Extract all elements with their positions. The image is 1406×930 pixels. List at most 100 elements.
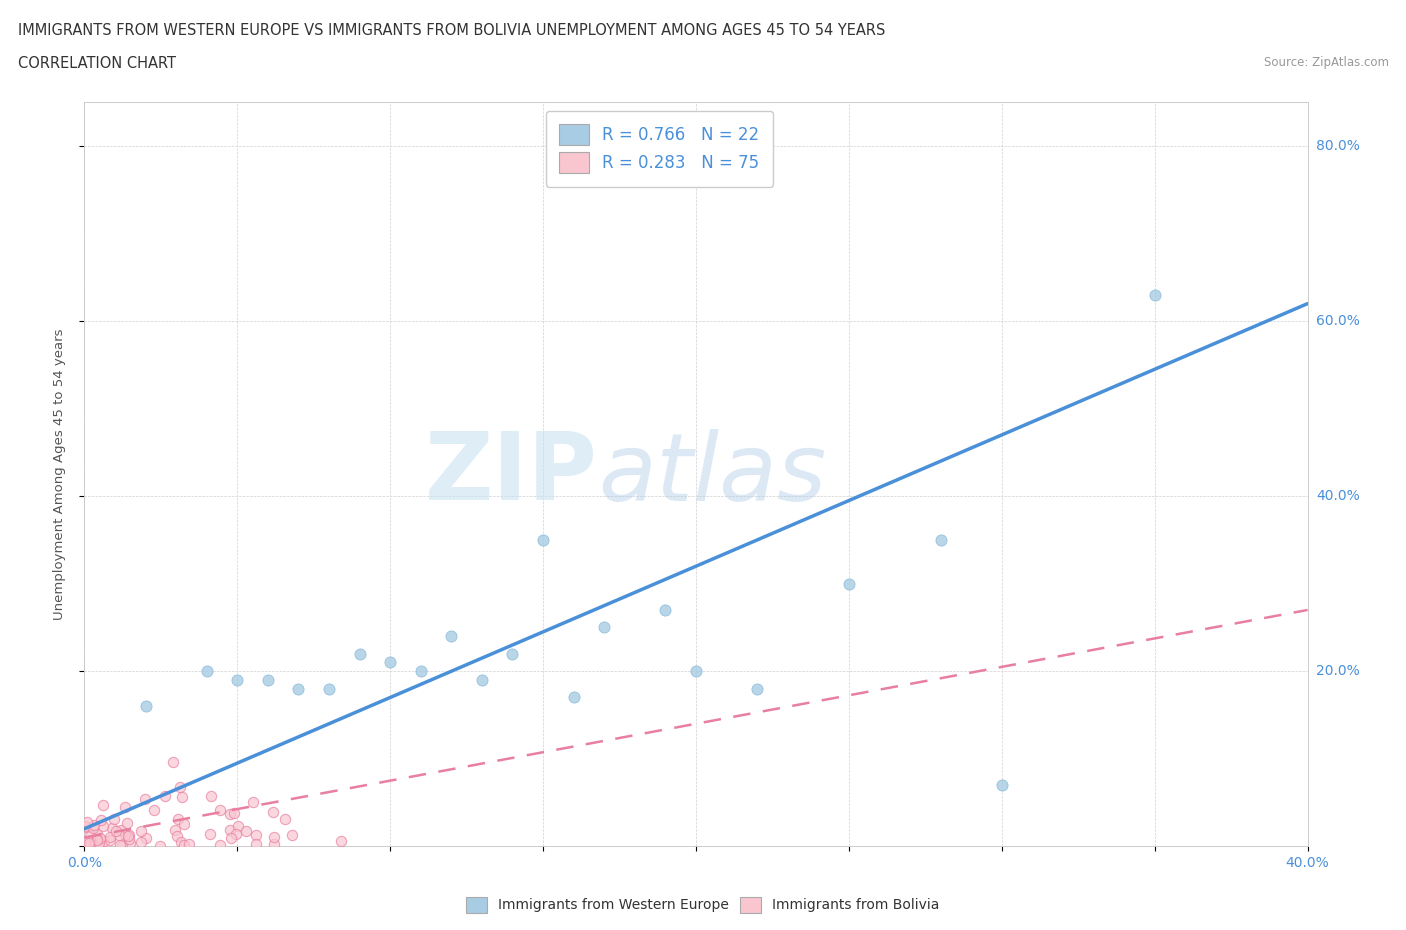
Point — [287, 682, 309, 697]
Point — [262, 804, 284, 819]
Point — [200, 827, 222, 842]
Point — [76, 815, 98, 830]
Point — [170, 834, 193, 849]
Point — [991, 777, 1014, 792]
Point — [79, 836, 101, 851]
Point — [225, 827, 247, 842]
Point — [129, 834, 152, 849]
Point — [117, 829, 139, 844]
Point — [114, 827, 136, 842]
Text: ZIP: ZIP — [425, 429, 598, 520]
Point — [222, 805, 245, 820]
Point — [86, 827, 108, 842]
Point — [226, 672, 249, 687]
Point — [79, 834, 101, 849]
Point — [173, 837, 195, 852]
Point — [110, 823, 132, 838]
Point — [108, 837, 131, 852]
Point — [440, 629, 463, 644]
Text: 60.0%: 60.0% — [1316, 314, 1360, 328]
Point — [221, 830, 243, 845]
Point — [77, 835, 100, 850]
Point — [82, 820, 104, 835]
Point — [111, 838, 134, 853]
Point — [245, 828, 267, 843]
Point — [73, 835, 96, 850]
Point — [228, 818, 250, 833]
Point — [531, 533, 554, 548]
Point — [87, 836, 110, 851]
Point — [104, 824, 127, 839]
Point — [134, 791, 156, 806]
Text: Source: ZipAtlas.com: Source: ZipAtlas.com — [1264, 56, 1389, 69]
Point — [1143, 287, 1166, 302]
Point — [471, 672, 494, 687]
Text: 20.0%: 20.0% — [1316, 664, 1360, 678]
Point — [103, 811, 125, 826]
Point — [330, 833, 353, 848]
Point — [200, 788, 222, 803]
Point — [242, 795, 264, 810]
Point — [91, 797, 114, 812]
Point — [562, 690, 585, 705]
Point — [149, 839, 172, 854]
Point — [166, 829, 188, 844]
Point — [131, 824, 153, 839]
Point — [117, 832, 139, 847]
Point — [117, 816, 139, 830]
Point — [409, 664, 432, 679]
Point — [90, 813, 112, 828]
Point — [120, 835, 142, 850]
Text: IMMIGRANTS FROM WESTERN EUROPE VS IMMIGRANTS FROM BOLIVIA UNEMPLOYMENT AMONG AGE: IMMIGRANTS FROM WESTERN EUROPE VS IMMIGR… — [18, 23, 886, 38]
Point — [165, 823, 187, 838]
Point — [318, 682, 340, 697]
Point — [209, 838, 232, 853]
Point — [86, 832, 108, 847]
Point — [93, 833, 115, 848]
Point — [169, 779, 191, 794]
Point — [654, 603, 676, 618]
Point — [838, 577, 860, 591]
Point — [155, 789, 177, 804]
Point — [100, 833, 122, 848]
Point — [83, 817, 105, 832]
Point — [245, 837, 267, 852]
Point — [73, 819, 96, 834]
Point — [75, 819, 97, 834]
Point — [77, 833, 100, 848]
Point — [101, 820, 124, 835]
Legend: R = 0.766   N = 22, R = 0.283   N = 75: R = 0.766 N = 22, R = 0.283 N = 75 — [546, 111, 773, 187]
Point — [502, 646, 524, 661]
Point — [135, 830, 157, 845]
Point — [79, 829, 101, 844]
Text: atlas: atlas — [598, 429, 827, 520]
Point — [593, 620, 616, 635]
Point — [173, 817, 195, 831]
Point — [281, 828, 304, 843]
Point — [263, 830, 285, 844]
Point — [87, 837, 110, 852]
Point — [108, 828, 131, 843]
Point — [274, 811, 297, 826]
Y-axis label: Unemployment Among Ages 45 to 54 years: Unemployment Among Ages 45 to 54 years — [53, 328, 66, 620]
Point — [162, 754, 184, 769]
Text: 80.0%: 80.0% — [1316, 140, 1360, 153]
Point — [100, 830, 122, 844]
Legend: Immigrants from Western Europe, Immigrants from Bolivia: Immigrants from Western Europe, Immigran… — [461, 891, 945, 919]
Point — [218, 822, 240, 837]
Point — [179, 837, 201, 852]
Point — [263, 836, 285, 851]
Point — [349, 646, 371, 661]
Point — [89, 830, 111, 845]
Text: 40.0%: 40.0% — [1316, 489, 1360, 503]
Point — [142, 803, 165, 817]
Point — [235, 823, 257, 838]
Point — [114, 800, 136, 815]
Point — [380, 655, 402, 670]
Point — [747, 682, 769, 697]
Point — [76, 836, 98, 851]
Point — [118, 828, 141, 843]
Point — [93, 818, 115, 833]
Point — [929, 533, 952, 548]
Point — [86, 832, 108, 847]
